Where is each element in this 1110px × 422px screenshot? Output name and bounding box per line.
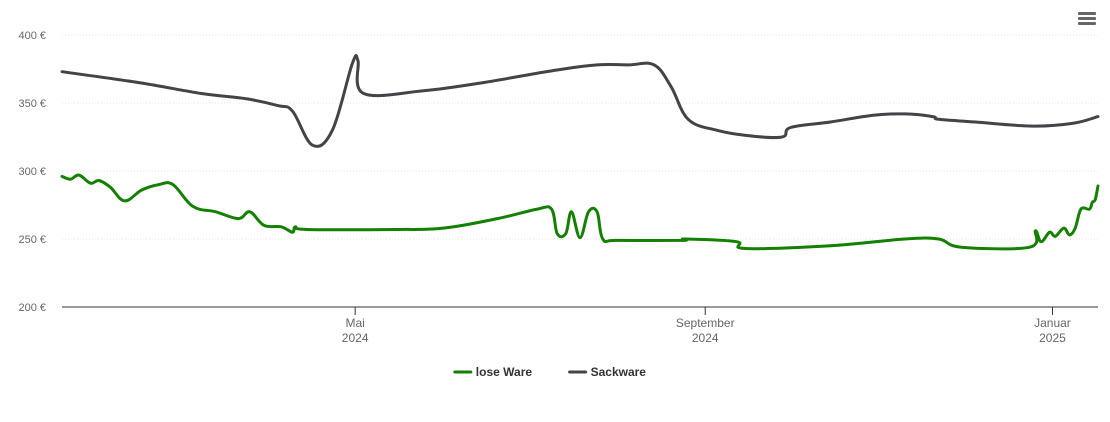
series-line-sackware [60,54,1100,148]
y-tick-label: 200 € [18,302,46,314]
axes: 200 €250 €300 €350 €400 €Mai2024Septembe… [18,30,1098,345]
y-tick-label: 300 € [18,166,46,178]
y-tick-label: 350 € [18,98,46,110]
legend: lose Ware Sackware [453,365,647,379]
legend-item[interactable]: lose Ware [453,365,533,379]
y-tick-label: 400 € [18,30,46,42]
x-tick-label-year: 2024 [342,331,369,345]
x-tick-label: Mai [345,316,364,330]
x-tick-label-year: 2024 [692,331,719,345]
legend-label: lose Ware [476,365,533,379]
y-tick-label: 250 € [18,234,46,246]
hamburger-menu-icon[interactable] [1078,12,1096,28]
legend-label: Sackware [591,365,647,379]
x-tick-label: September [676,316,735,330]
series-lines [60,54,1100,251]
x-tick-label: Januar [1034,316,1071,330]
menu-bar [1078,22,1096,25]
menu-bar [1078,17,1096,20]
menu-bar [1078,12,1096,15]
legend-item[interactable]: Sackware [568,365,647,379]
x-tick-label-year: 2025 [1039,331,1066,345]
series-line-lose-ware [60,173,1100,251]
